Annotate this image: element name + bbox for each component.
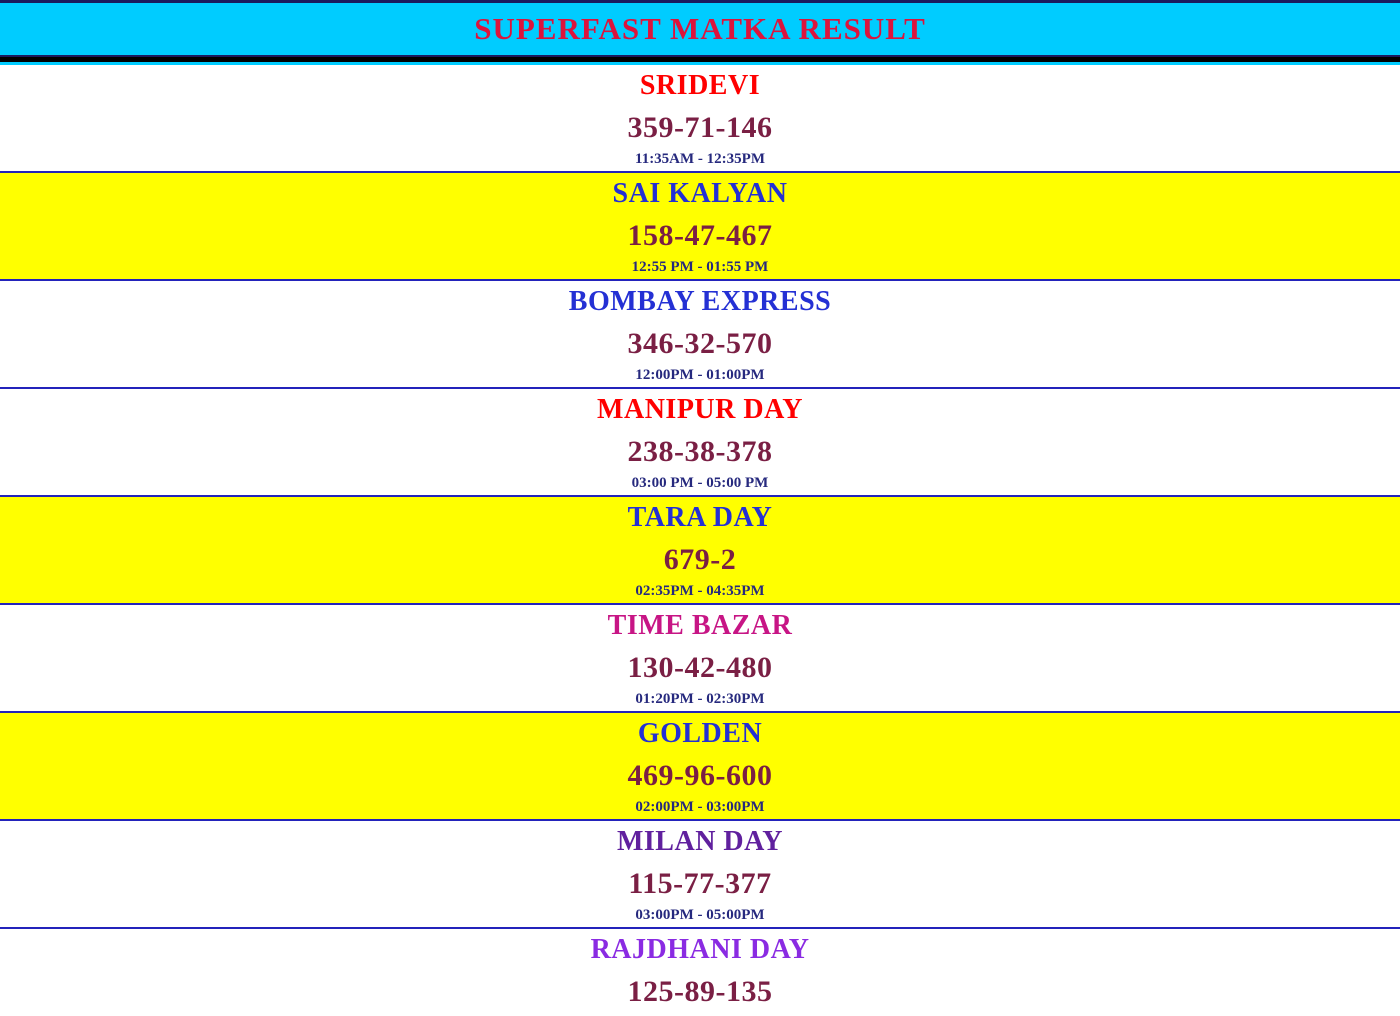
market-time: 01:20PM - 02:30PM (635, 691, 765, 707)
market-name: TARA DAY (627, 502, 773, 533)
market-name: BOMBAY EXPRESS (568, 286, 832, 317)
market-row: SAI KALYAN 158-47-467 12:55 PM - 01:55 P… (0, 173, 1400, 281)
market-row: MILAN DAY 115-77-377 03:00PM - 05:00PM (0, 821, 1400, 929)
market-result: 115-77-377 (628, 867, 772, 900)
market-result: 125-89-135 (627, 975, 773, 1008)
market-name: MILAN DAY (616, 826, 784, 857)
page-title: SUPERFAST MATKA RESULT (474, 11, 926, 46)
market-name: SAI KALYAN (612, 178, 788, 209)
market-result: 238-38-378 (627, 435, 773, 468)
market-row: SRIDEVI 359-71-146 11:35AM - 12:35PM (0, 65, 1400, 173)
market-result: 359-71-146 (627, 111, 773, 144)
market-result: 469-96-600 (627, 759, 773, 792)
market-name: RAJDHANI DAY (590, 934, 810, 965)
market-time: 02:00PM - 03:00PM (635, 799, 765, 815)
market-row: MANIPUR DAY 238-38-378 03:00 PM - 05:00 … (0, 389, 1400, 497)
market-row: TARA DAY 679-2 02:35PM - 04:35PM (0, 497, 1400, 605)
market-result: 158-47-467 (627, 219, 773, 252)
black-divider-bar (0, 57, 1400, 62)
market-name: GOLDEN (637, 718, 763, 749)
market-time: 12:55 PM - 01:55 PM (631, 259, 769, 275)
market-name: SRIDEVI (639, 70, 761, 101)
market-time: 03:00 PM - 05:00 PM (631, 475, 769, 491)
market-result: 346-32-570 (627, 327, 773, 360)
market-time: 02:35PM - 04:35PM (635, 583, 765, 599)
market-row: GOLDEN 469-96-600 02:00PM - 03:00PM (0, 713, 1400, 821)
market-row: BOMBAY EXPRESS 346-32-570 12:00PM - 01:0… (0, 281, 1400, 389)
results-list: SRIDEVI 359-71-146 11:35AM - 12:35PM SAI… (0, 65, 1400, 1016)
app-header: SUPERFAST MATKA RESULT (0, 0, 1400, 57)
market-result: 130-42-480 (627, 651, 773, 684)
market-row: RAJDHANI DAY 125-89-135 (0, 929, 1400, 1016)
market-name: TIME BAZAR (607, 610, 793, 641)
cyan-divider-strip (0, 62, 1400, 65)
market-name: MANIPUR DAY (597, 394, 803, 425)
market-time: 11:35AM - 12:35PM (635, 151, 765, 167)
market-row: TIME BAZAR 130-42-480 01:20PM - 02:30PM (0, 605, 1400, 713)
market-time: 12:00PM - 01:00PM (635, 367, 765, 383)
market-time: 03:00PM - 05:00PM (635, 907, 765, 923)
market-result: 679-2 (663, 543, 737, 576)
